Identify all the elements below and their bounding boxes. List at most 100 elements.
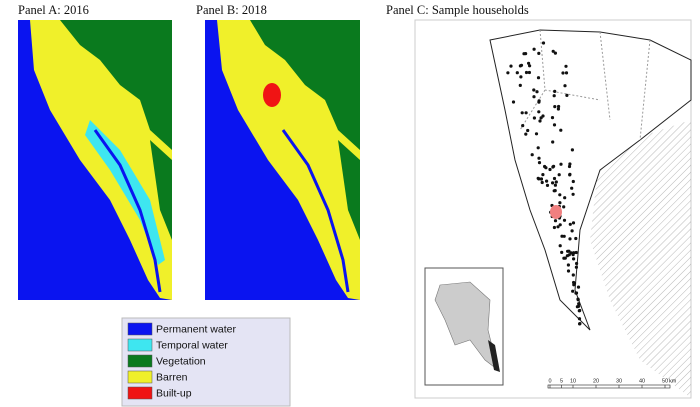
household-dot	[518, 83, 522, 87]
highlight	[550, 205, 562, 219]
household-dot	[562, 234, 566, 238]
household-dot	[559, 162, 563, 166]
household-dot	[553, 219, 558, 223]
panel-title: Panel C: Sample households	[386, 3, 529, 17]
household-dot	[575, 261, 579, 266]
scale-label: 10	[570, 378, 576, 384]
vegetation	[60, 20, 172, 150]
household-dot	[552, 176, 557, 181]
vegetation	[338, 140, 360, 240]
household-dot	[566, 263, 571, 267]
household-dot	[572, 280, 576, 285]
household-dot	[566, 269, 571, 273]
household-dot	[571, 221, 576, 225]
household-dot	[539, 116, 543, 120]
household-dot	[553, 183, 558, 187]
household-dot	[571, 179, 575, 184]
household-dot	[556, 107, 561, 111]
household-dot	[571, 273, 575, 277]
household-dot	[537, 51, 541, 56]
household-dot	[544, 166, 548, 170]
boundaries	[519, 29, 651, 141]
household-dot	[537, 156, 541, 160]
household-dot	[538, 119, 542, 123]
inset-country	[434, 281, 499, 371]
household-dot	[558, 244, 562, 248]
household-dot	[553, 105, 557, 109]
household-dot	[553, 51, 558, 55]
household-dot	[535, 90, 539, 94]
household-dot	[558, 193, 562, 197]
household-dot	[536, 176, 540, 180]
household-dot	[574, 236, 578, 241]
household-dot	[567, 253, 571, 257]
household-dot	[532, 88, 536, 92]
household-dot	[563, 196, 567, 200]
legend-label: Permanent water	[156, 323, 236, 335]
household-dot	[565, 93, 569, 97]
household-dot	[571, 192, 575, 196]
scale-bar	[547, 384, 671, 389]
household-dot	[576, 285, 581, 289]
household-dot	[567, 164, 572, 169]
household-dot	[551, 140, 555, 144]
river	[93, 129, 162, 293]
household-dot	[527, 61, 531, 65]
household-dot	[540, 180, 544, 185]
household-dot	[551, 181, 555, 185]
household-dot	[563, 84, 567, 88]
household-dot	[572, 257, 576, 261]
household-dot	[568, 172, 572, 176]
household-dot	[578, 308, 582, 313]
legend-swatch	[127, 370, 153, 384]
household-dot	[524, 132, 528, 136]
household-dot	[557, 104, 561, 109]
scale-unit: km	[669, 378, 677, 384]
household-dot	[558, 201, 562, 205]
legend-label: Vegetation	[156, 355, 206, 367]
legend-swatch	[127, 322, 153, 336]
river	[281, 129, 350, 293]
household-dot	[574, 250, 578, 255]
household-dot	[577, 302, 581, 306]
households	[506, 41, 582, 326]
household-dot	[556, 225, 560, 229]
household-dot	[509, 64, 513, 68]
household-dot	[541, 173, 545, 177]
household-dot	[530, 153, 534, 157]
legend-label: Built-up	[156, 387, 192, 399]
panel-title: Panel A: 2016	[18, 3, 89, 17]
household-dot	[536, 146, 540, 150]
scale-label: 5	[560, 378, 563, 384]
scale-label: 40	[639, 378, 645, 384]
household-dot	[553, 189, 557, 193]
household-dot	[576, 297, 580, 301]
household-dot	[515, 71, 519, 75]
legend-label: Temporal water	[156, 339, 228, 351]
household-dot	[521, 124, 525, 128]
legend: Permanent water Temporal water Vegetation B…	[127, 322, 236, 399]
household-dot	[550, 116, 555, 120]
scale-label: 50	[662, 378, 668, 384]
household-dot	[564, 64, 568, 68]
household-dot	[519, 63, 524, 67]
household-dot	[537, 161, 542, 165]
household-dot	[520, 111, 524, 115]
household-dot	[558, 223, 562, 227]
household-dot	[552, 225, 557, 230]
household-dot	[537, 99, 541, 103]
map-panel-b	[205, 20, 360, 300]
scale-label: 20	[593, 378, 599, 384]
built-up	[263, 83, 281, 107]
household-dot	[571, 289, 575, 293]
scale-label: 0	[548, 378, 551, 384]
map-panel-c: 0 5 10 20 30 40 50 km	[414, 19, 692, 399]
household-dot	[534, 132, 539, 136]
household-dot	[528, 64, 532, 68]
household-dot	[553, 89, 557, 93]
household-dot	[574, 265, 579, 269]
household-dot	[560, 250, 564, 254]
household-dot	[527, 70, 532, 75]
household-dot	[524, 70, 529, 75]
